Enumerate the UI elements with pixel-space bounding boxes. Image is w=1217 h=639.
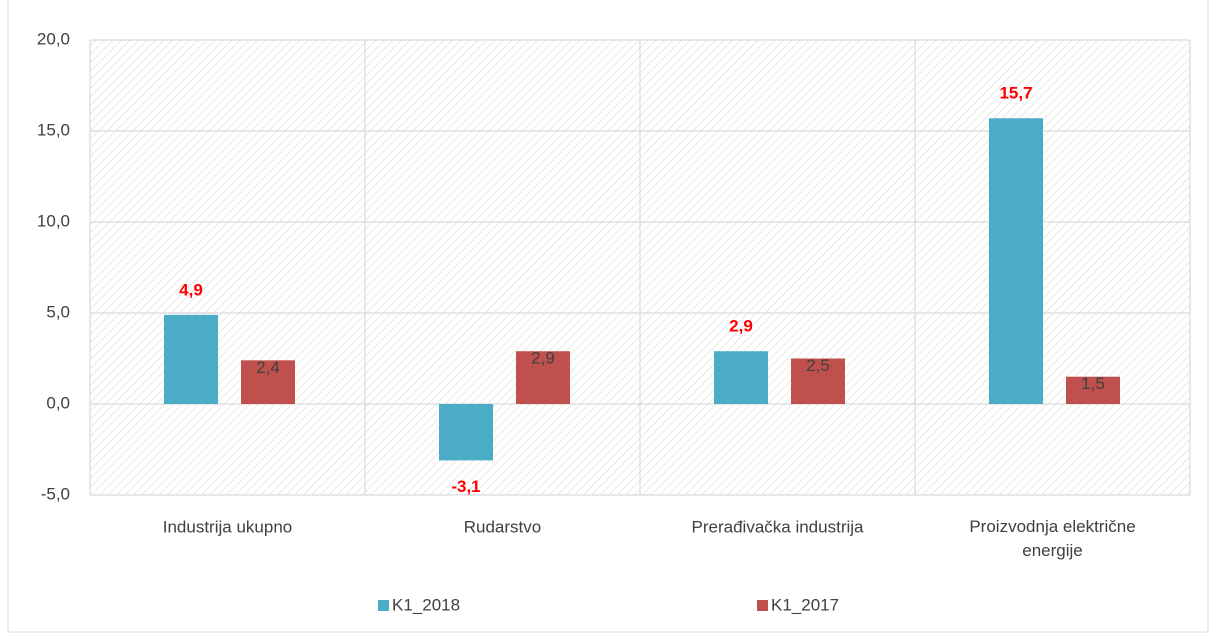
- x-tick-label: Proizvodnja električne energije: [969, 517, 1135, 560]
- legend-swatch: [378, 600, 389, 611]
- bar: [439, 404, 493, 461]
- bar: [241, 360, 295, 404]
- legend-label: K1_2017: [771, 595, 839, 614]
- data-label: 1,5: [1081, 374, 1105, 393]
- data-label: 2,5: [806, 356, 830, 375]
- bar: [989, 118, 1043, 404]
- bar: [791, 358, 845, 404]
- bar: [164, 314, 218, 404]
- y-tick-label: 0,0: [46, 393, 70, 412]
- x-tick-label: Industrija ukupno: [163, 517, 292, 536]
- y-tick-label: 20,0: [37, 29, 70, 48]
- y-tick-label: 10,0: [37, 211, 70, 230]
- y-tick-label: 15,0: [37, 120, 70, 139]
- data-label: 2,9: [531, 349, 555, 368]
- bar: [516, 351, 570, 404]
- data-label: 2,9: [729, 317, 753, 336]
- bar: [714, 351, 768, 404]
- data-label: -3,1: [451, 477, 480, 496]
- legend-label: K1_2018: [392, 595, 460, 614]
- y-tick-label: -5,0: [41, 484, 70, 503]
- data-label: 15,7: [999, 84, 1032, 103]
- x-tick-label: Prerađivačka industrija: [692, 517, 865, 536]
- x-tick-label: Rudarstvo: [464, 517, 541, 536]
- bar: [1066, 376, 1120, 404]
- data-label: 4,9: [179, 280, 203, 299]
- y-tick-label: 5,0: [46, 302, 70, 321]
- legend-swatch: [757, 600, 768, 611]
- data-label: 2,4: [256, 358, 280, 377]
